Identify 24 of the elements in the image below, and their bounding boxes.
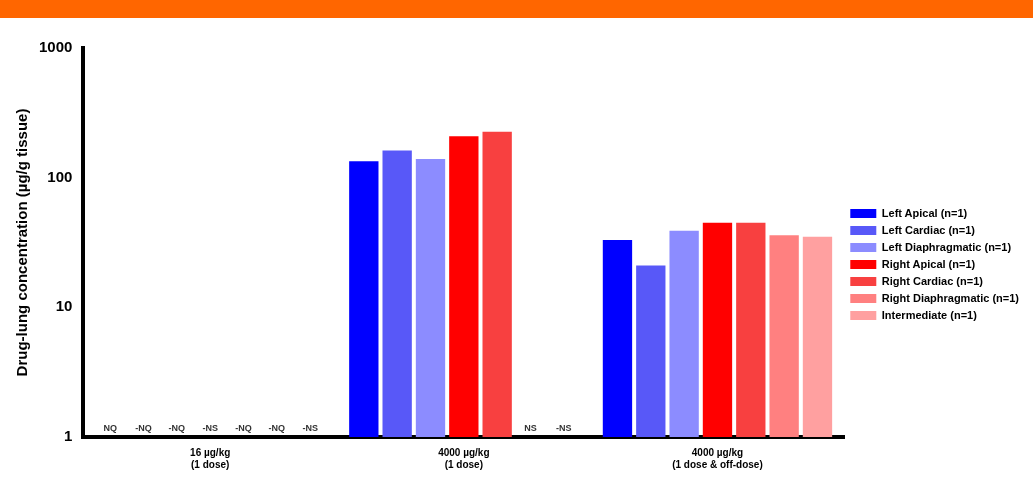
legend-label: Left Cardiac (n=1) [881,223,976,236]
text: -NQ [235,422,252,433]
legend-label: Left Diaphragmatic (n=1) [881,240,1012,253]
text: -NS [302,422,318,433]
text: -NS [202,422,218,433]
y-tick-label: 1 [64,427,73,445]
text: NS [524,422,537,433]
text: -NQ [135,422,152,433]
y-tick-label: 1000 [38,38,73,56]
x-tick-label: 16 µg/kg (1 dose) [190,446,231,470]
legend-label: Right Diaphragmatic (n=1) [881,291,1020,304]
text: NQ [103,422,117,433]
legend-label: Right Cardiac (n=1) [881,274,984,287]
text: -NS [556,422,572,433]
legend-label: Left Apical (n=1) [881,206,968,219]
legend-label: Intermediate (n=1) [881,308,978,321]
x-tick-label: 4000 µg/kg (1 dose & off-dose) [672,446,763,470]
y-tick-label: 10 [55,297,73,315]
legend-label: Right Apical (n=1) [881,257,976,270]
y-axis-title: Drug-lung concentration (µg/g tissue) [13,108,31,377]
text: -NQ [168,422,186,433]
y-tick-label: 100 [47,167,73,185]
x-tick-label: 4000 µg/kg (1 dose) [438,446,490,470]
text: -NQ [268,422,286,433]
